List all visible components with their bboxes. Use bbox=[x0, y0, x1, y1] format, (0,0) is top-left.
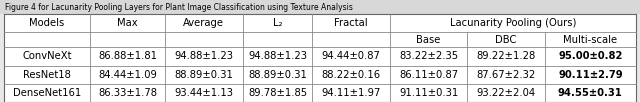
Text: 88.22±0.16: 88.22±0.16 bbox=[322, 70, 381, 80]
Bar bbox=[545, 32, 636, 47]
Text: Average: Average bbox=[184, 18, 225, 28]
Bar bbox=[467, 14, 545, 32]
Bar bbox=[467, 66, 545, 84]
Bar bbox=[467, 84, 545, 102]
Text: 87.67±2.32: 87.67±2.32 bbox=[476, 70, 536, 80]
Text: 94.88±1.23: 94.88±1.23 bbox=[175, 52, 234, 62]
Bar bbox=[243, 84, 312, 102]
Bar bbox=[545, 84, 636, 102]
Bar bbox=[4, 84, 90, 102]
Bar bbox=[390, 32, 467, 47]
Text: 93.22±2.04: 93.22±2.04 bbox=[476, 88, 536, 98]
Bar bbox=[467, 47, 545, 66]
Text: Max: Max bbox=[117, 18, 138, 28]
Text: 88.89±0.31: 88.89±0.31 bbox=[175, 70, 234, 80]
Bar bbox=[545, 66, 636, 84]
Text: 94.55±0.31: 94.55±0.31 bbox=[558, 88, 623, 98]
Text: Figure 4 for Lacunarity Pooling Layers for Plant Image Classification using Text: Figure 4 for Lacunarity Pooling Layers f… bbox=[5, 3, 353, 12]
Bar bbox=[4, 32, 90, 47]
Text: 94.11±1.97: 94.11±1.97 bbox=[321, 88, 381, 98]
Text: Fractal: Fractal bbox=[334, 18, 368, 28]
Text: 89.78±1.85: 89.78±1.85 bbox=[248, 88, 307, 98]
Bar bbox=[467, 32, 545, 47]
Bar bbox=[243, 66, 312, 84]
Bar bbox=[90, 66, 165, 84]
Bar bbox=[312, 66, 390, 84]
Bar bbox=[243, 47, 312, 66]
Text: ResNet18: ResNet18 bbox=[23, 70, 71, 80]
Text: Models: Models bbox=[29, 18, 65, 28]
Bar bbox=[90, 84, 165, 102]
Bar bbox=[243, 14, 312, 32]
Text: 83.22±2.35: 83.22±2.35 bbox=[399, 52, 458, 62]
Bar bbox=[4, 66, 90, 84]
Bar bbox=[243, 32, 312, 47]
Text: 91.11±0.31: 91.11±0.31 bbox=[399, 88, 458, 98]
Bar bbox=[90, 14, 165, 32]
Bar bbox=[390, 66, 467, 84]
Text: 86.88±1.81: 86.88±1.81 bbox=[98, 52, 157, 62]
Bar bbox=[312, 84, 390, 102]
Text: 95.00±0.82: 95.00±0.82 bbox=[558, 52, 623, 62]
Text: 89.22±1.28: 89.22±1.28 bbox=[476, 52, 536, 62]
Text: L₂: L₂ bbox=[273, 18, 282, 28]
Text: DBC: DBC bbox=[495, 35, 516, 45]
Bar bbox=[4, 14, 90, 32]
Bar bbox=[545, 47, 636, 66]
Bar bbox=[312, 14, 390, 32]
Bar bbox=[390, 14, 467, 32]
Text: Lacunarity Pooling (Ours): Lacunarity Pooling (Ours) bbox=[450, 18, 576, 28]
Text: ConvNeXt: ConvNeXt bbox=[22, 52, 72, 62]
Text: Base: Base bbox=[417, 35, 441, 45]
Bar bbox=[390, 47, 467, 66]
Text: 88.89±0.31: 88.89±0.31 bbox=[248, 70, 307, 80]
Bar bbox=[390, 84, 467, 102]
Text: 94.88±1.23: 94.88±1.23 bbox=[248, 52, 307, 62]
Bar bbox=[90, 32, 165, 47]
Text: 86.33±1.78: 86.33±1.78 bbox=[98, 88, 157, 98]
Bar bbox=[545, 14, 636, 32]
Text: 90.11±2.79: 90.11±2.79 bbox=[558, 70, 623, 80]
Text: 94.44±0.87: 94.44±0.87 bbox=[322, 52, 381, 62]
Text: 93.44±1.13: 93.44±1.13 bbox=[175, 88, 234, 98]
Text: 86.11±0.87: 86.11±0.87 bbox=[399, 70, 458, 80]
Bar bbox=[165, 32, 243, 47]
Bar bbox=[0, 0, 640, 14]
Bar bbox=[312, 47, 390, 66]
Text: 84.44±1.09: 84.44±1.09 bbox=[98, 70, 157, 80]
Bar bbox=[312, 32, 390, 47]
Bar bbox=[165, 47, 243, 66]
Bar bbox=[4, 47, 90, 66]
Bar bbox=[165, 66, 243, 84]
Bar bbox=[90, 47, 165, 66]
Text: Multi-scale: Multi-scale bbox=[563, 35, 618, 45]
Bar bbox=[165, 14, 243, 32]
Bar bbox=[165, 84, 243, 102]
Text: DenseNet161: DenseNet161 bbox=[13, 88, 81, 98]
